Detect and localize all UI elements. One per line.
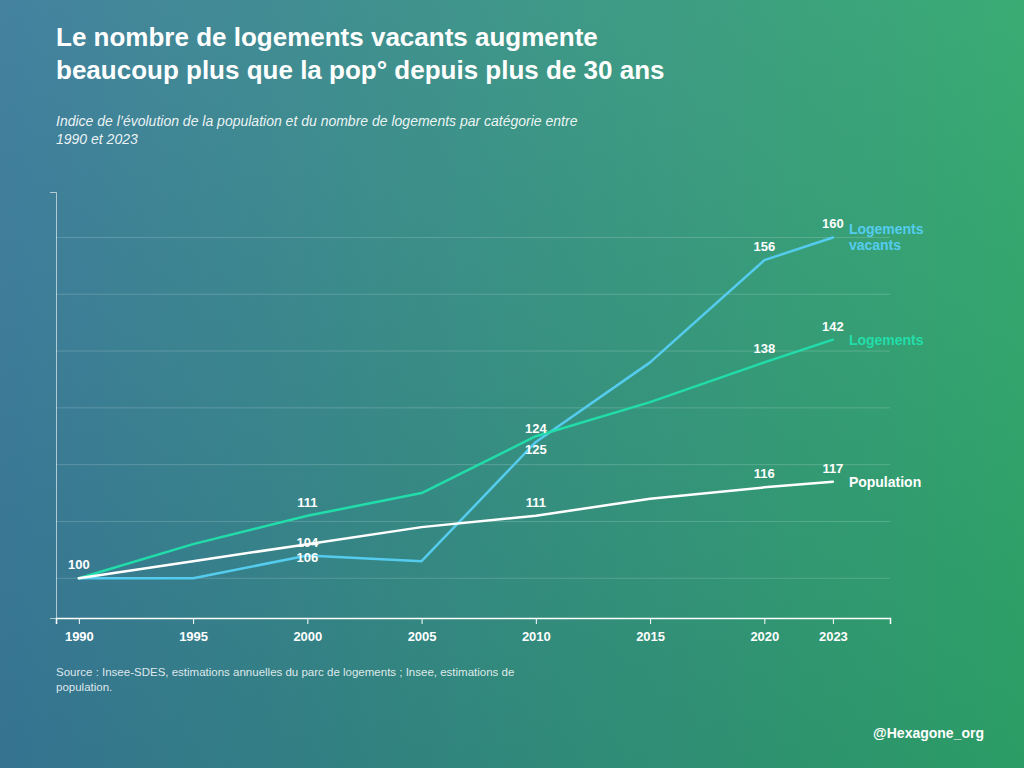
labels: LogementsvacantsLogementsPopulation10010… bbox=[68, 216, 924, 572]
text-line: Logements bbox=[849, 221, 924, 237]
text-line: Logements bbox=[849, 332, 924, 348]
x-tick: 2023 bbox=[819, 618, 848, 644]
annotation: 111 bbox=[526, 495, 546, 510]
source: Source : Insee-SDES, estimations annuell… bbox=[56, 666, 514, 693]
series-label: Logementsvacants bbox=[849, 221, 924, 253]
background bbox=[0, 0, 1024, 768]
x-tick: 2020 bbox=[750, 618, 779, 644]
grid-line bbox=[56, 464, 890, 465]
series-line bbox=[79, 340, 833, 579]
annotation: 125 bbox=[525, 442, 547, 457]
x-axis-line bbox=[57, 619, 891, 625]
series-line bbox=[79, 237, 833, 578]
chart: Le nombre de logements vacants augmenteb… bbox=[0, 0, 1024, 768]
annotation: 160 bbox=[822, 216, 844, 231]
x-tick-mark bbox=[764, 618, 765, 624]
x-tick-label: 2015 bbox=[636, 629, 665, 644]
x-tick-label: 1995 bbox=[179, 629, 208, 644]
annotation: 117 bbox=[822, 461, 843, 476]
y-axis bbox=[50, 193, 57, 619]
grid-line bbox=[56, 294, 890, 295]
annotation: 124 bbox=[525, 421, 547, 436]
plot: 1990 1995 2000 2005 2010 2015 2020 2023 Logement… bbox=[50, 193, 924, 645]
x-axis: 1990 1995 2000 2005 2010 2015 2020 2023 bbox=[57, 618, 891, 644]
lines bbox=[79, 237, 833, 578]
grid-line bbox=[56, 407, 890, 408]
x-tick-label: 2010 bbox=[522, 629, 551, 644]
text-line: Source : Insee-SDES, estimations annuell… bbox=[56, 666, 514, 678]
text-line: Indice de l’évolution de la population e… bbox=[56, 113, 578, 129]
x-tick-mark bbox=[536, 618, 537, 624]
text-line: population. bbox=[56, 681, 112, 693]
x-tick: 1995 bbox=[179, 618, 208, 644]
x-tick-mark bbox=[307, 618, 308, 624]
annotation: 138 bbox=[753, 341, 775, 356]
x-tick: 1990 bbox=[65, 618, 94, 644]
subtitle: Indice de l’évolution de la population e… bbox=[56, 113, 578, 147]
x-tick-label: 2000 bbox=[293, 629, 322, 644]
text-line: Le nombre de logements vacants augmente bbox=[56, 22, 598, 52]
x-tick: 2010 bbox=[522, 618, 551, 644]
annotation: 116 bbox=[754, 466, 775, 481]
x-tick-label: 2023 bbox=[819, 629, 848, 644]
x-tick-mark bbox=[833, 618, 834, 624]
text-line: beaucoup plus que la pop° depuis plus de… bbox=[56, 55, 665, 85]
series-line bbox=[79, 482, 833, 579]
annotation: 142 bbox=[822, 319, 844, 334]
x-tick-mark bbox=[79, 618, 80, 624]
x-tick-label: 2020 bbox=[750, 629, 779, 644]
credit: @Hexagone_org bbox=[873, 725, 984, 741]
annotation: 111 bbox=[297, 495, 317, 510]
text-line: vacants bbox=[849, 237, 901, 253]
series-label: Logements bbox=[849, 332, 924, 348]
x-tick: 2000 bbox=[293, 618, 322, 644]
grid bbox=[56, 237, 890, 578]
x-tick-label: 1990 bbox=[65, 629, 94, 644]
x-tick: 2015 bbox=[636, 618, 665, 644]
text-line: 1990 et 2023 bbox=[56, 131, 138, 147]
series-label: Population bbox=[849, 474, 921, 490]
background-shade bbox=[0, 0, 1024, 768]
annotation: 106 bbox=[296, 550, 318, 565]
text-line: Population bbox=[849, 474, 921, 490]
annotation: 104 bbox=[296, 535, 318, 550]
annotation: 156 bbox=[753, 239, 775, 254]
y-axis-line bbox=[50, 193, 57, 619]
x-tick-mark bbox=[422, 618, 423, 624]
grid-line bbox=[56, 237, 890, 238]
annotation: 100 bbox=[68, 557, 90, 572]
x-tick-label: 2005 bbox=[408, 629, 437, 644]
title: Le nombre de logements vacants augmenteb… bbox=[56, 22, 665, 85]
x-tick-mark bbox=[650, 618, 651, 624]
x-tick: 2005 bbox=[408, 618, 437, 644]
x-tick-mark bbox=[193, 618, 194, 624]
